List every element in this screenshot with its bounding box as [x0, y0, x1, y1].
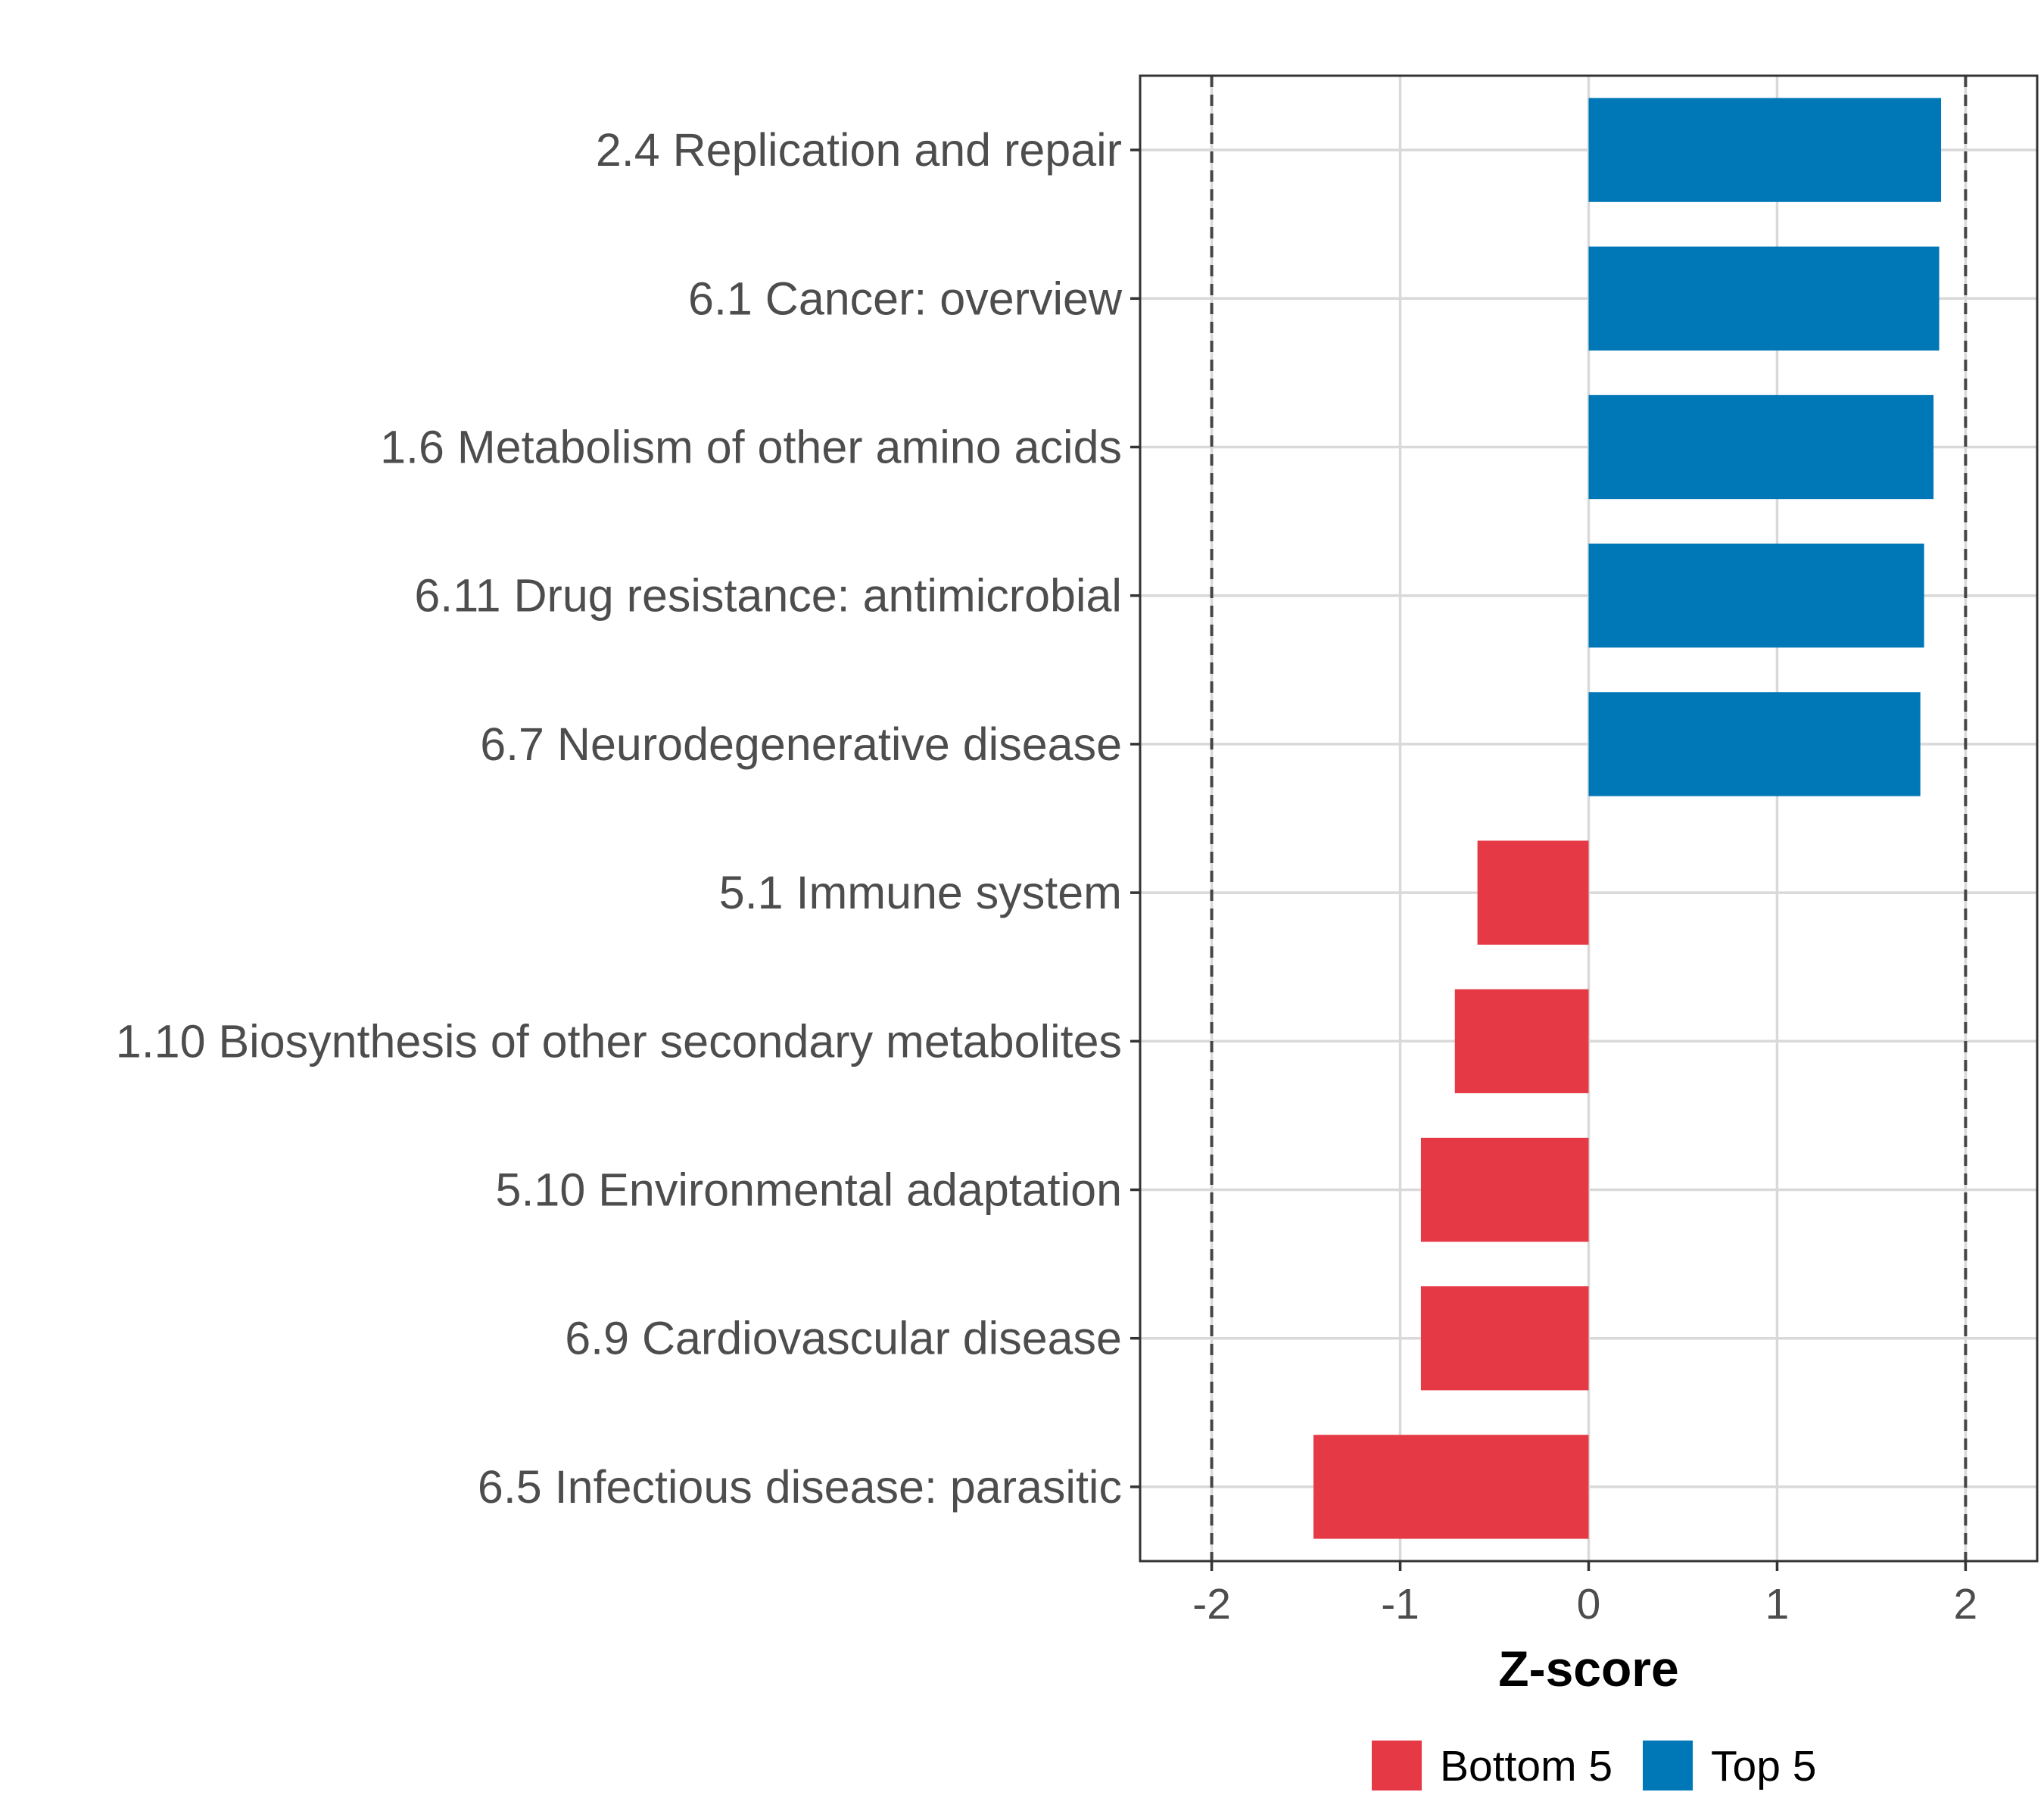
x-tick-label: 0	[1577, 1580, 1601, 1628]
category-label: 6.11 Drug resistance: antimicrobial	[414, 570, 1122, 622]
bar-1	[1588, 98, 1942, 202]
legend-label: Top 5	[1711, 1742, 1816, 1791]
category-label: 6.5 Infectious disease: parasitic	[478, 1461, 1122, 1513]
legend-key-1	[1372, 1741, 1422, 1791]
category-label: 2.4 Replication and repair	[596, 124, 1122, 176]
bar-6	[1477, 840, 1589, 945]
bar-9	[1420, 1286, 1589, 1391]
bar-3	[1588, 394, 1934, 500]
category-label: 1.10 Biosynthesis of other secondary met…	[116, 1015, 1122, 1067]
legend: Bottom 5 Top 5	[1372, 1741, 1816, 1791]
reference-lines	[1210, 76, 1968, 1561]
bar-8	[1420, 1137, 1589, 1242]
category-label: 6.1 Cancer: overview	[688, 273, 1123, 324]
bar-4	[1588, 544, 1924, 648]
category-label: 6.9 Cardiovascular disease	[565, 1313, 1122, 1364]
legend-key-2	[1643, 1741, 1693, 1791]
x-tick-label: -1	[1381, 1580, 1419, 1628]
bar-10	[1313, 1435, 1589, 1539]
x-tick-label: 2	[1954, 1580, 1978, 1628]
bars	[1313, 98, 1942, 1539]
x-tick-label: 1	[1765, 1580, 1790, 1628]
category-label: 5.1 Immune system	[719, 867, 1122, 918]
x-tick-label: -2	[1192, 1580, 1231, 1628]
y-axis: 2.4 Replication and repair 6.1 Cancer: ov…	[116, 124, 1140, 1513]
bar-7	[1454, 989, 1589, 1093]
bar-5	[1588, 692, 1921, 796]
legend-label: Bottom 5	[1440, 1742, 1612, 1791]
bar-2	[1588, 246, 1940, 351]
category-label: 5.10 Environmental adaptation	[496, 1164, 1122, 1216]
category-label: 6.7 Neurodegenerative disease	[480, 718, 1122, 770]
x-axis-title: Z-score	[1498, 1641, 1678, 1697]
x-axis: -2 -1 0 1 2	[1192, 1561, 1977, 1628]
category-label: 1.6 Metabolism of other amino acids	[380, 422, 1122, 473]
